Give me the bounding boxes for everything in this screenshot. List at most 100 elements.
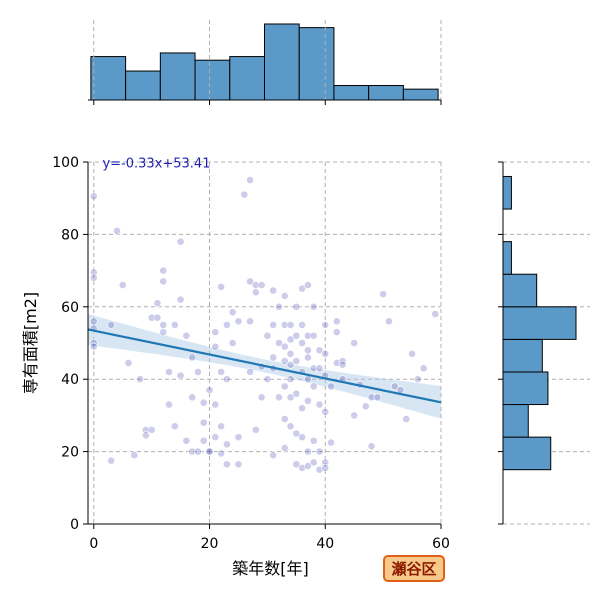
scatter-point bbox=[286, 335, 295, 344]
scatter-point bbox=[269, 320, 278, 329]
scatter-point bbox=[165, 368, 173, 376]
scatter-point bbox=[332, 328, 341, 337]
scatter-point bbox=[309, 382, 318, 391]
scatter-point bbox=[373, 393, 382, 402]
scatter-point bbox=[327, 438, 335, 447]
scatter-point bbox=[234, 460, 243, 469]
scatter-point bbox=[321, 463, 330, 472]
scatter-point bbox=[205, 386, 214, 394]
scatter-point bbox=[304, 375, 312, 384]
x-hist-bar bbox=[264, 23, 300, 101]
scatter-point bbox=[159, 320, 168, 329]
scatter-point bbox=[350, 411, 359, 420]
scatter-point bbox=[298, 404, 307, 413]
scatter-point bbox=[292, 302, 301, 311]
scatter-point bbox=[292, 389, 301, 398]
scatter-point bbox=[199, 436, 208, 445]
scatter-point bbox=[228, 339, 237, 347]
scatter-point bbox=[390, 382, 399, 391]
scatter-point bbox=[170, 422, 179, 431]
scatter-point bbox=[182, 331, 191, 340]
scatter-point bbox=[89, 342, 98, 351]
scatter-point bbox=[408, 349, 416, 358]
scatter-point bbox=[89, 273, 98, 282]
scatter-point bbox=[217, 282, 225, 291]
scatter-point bbox=[280, 415, 289, 423]
scatter-point bbox=[240, 190, 249, 199]
scatter-point bbox=[263, 331, 272, 340]
scatter-point bbox=[304, 353, 312, 362]
scatter-point bbox=[234, 317, 243, 326]
x-tick-label: 0 bbox=[89, 536, 98, 552]
scatter-point bbox=[89, 192, 98, 201]
scatter-point bbox=[280, 382, 289, 391]
scatter-point bbox=[107, 320, 116, 329]
scatter-point bbox=[304, 331, 312, 340]
scatter-point bbox=[315, 400, 324, 409]
scatter-point bbox=[286, 320, 295, 329]
scatter-point bbox=[350, 339, 359, 347]
scatter-point bbox=[304, 281, 312, 289]
scatter-point bbox=[338, 360, 347, 369]
scatter-point bbox=[222, 320, 231, 329]
x-hist-bar bbox=[298, 27, 335, 101]
x-axis-label: 築年数[年] bbox=[232, 559, 309, 578]
scatter-point bbox=[269, 451, 278, 460]
scatter-point bbox=[246, 277, 254, 286]
y-hist-bar bbox=[502, 241, 512, 275]
scatter-point bbox=[217, 449, 225, 458]
scatter-point bbox=[251, 425, 260, 434]
scatter-point bbox=[321, 320, 330, 329]
scatter-point bbox=[431, 310, 440, 318]
scatter-point bbox=[321, 458, 330, 467]
x-hist-bar bbox=[368, 85, 404, 101]
scatter-point bbox=[222, 460, 231, 469]
scatter-point bbox=[246, 368, 254, 376]
scatter-point bbox=[315, 346, 324, 355]
scatter-point bbox=[309, 364, 318, 373]
scatter-point bbox=[402, 415, 411, 423]
scatter-point bbox=[286, 422, 295, 431]
scatter-point bbox=[419, 364, 428, 373]
scatter-point bbox=[286, 375, 295, 384]
scatter-point bbox=[170, 320, 179, 329]
scatter-point bbox=[205, 447, 214, 456]
scatter-point bbox=[309, 331, 318, 340]
scatter-point bbox=[309, 436, 318, 445]
scatter-point bbox=[211, 328, 220, 337]
scatter-point bbox=[298, 284, 307, 293]
scatter-point bbox=[309, 458, 318, 467]
scatter-point bbox=[286, 349, 295, 358]
scatter-point bbox=[176, 295, 185, 304]
scatter-point bbox=[280, 342, 289, 351]
scatter-point bbox=[222, 440, 231, 449]
scatter-point bbox=[292, 331, 301, 340]
scatter-point bbox=[367, 442, 376, 451]
scatter-point bbox=[188, 353, 197, 362]
scatter-point bbox=[176, 371, 185, 380]
scatter-point bbox=[182, 436, 191, 445]
x-tick-label: 60 bbox=[432, 536, 450, 552]
scatter-point bbox=[257, 393, 266, 402]
scatter-point bbox=[159, 266, 168, 275]
scatter-point bbox=[269, 353, 278, 362]
scatter-point bbox=[332, 317, 341, 326]
scatter-point bbox=[309, 302, 318, 311]
scatter-point bbox=[298, 320, 307, 329]
scatter-point bbox=[159, 328, 168, 337]
scatter-point bbox=[118, 281, 127, 289]
scatter-point bbox=[315, 364, 324, 373]
district-badge-box bbox=[383, 555, 445, 582]
scatter-point bbox=[263, 375, 272, 384]
district-badge-label: 瀬谷区 bbox=[391, 560, 436, 578]
scatter-point bbox=[176, 237, 185, 246]
scatter-point bbox=[194, 368, 202, 376]
scatter-point bbox=[379, 290, 388, 299]
scatter-point bbox=[321, 349, 330, 358]
y-tick-label: 20 bbox=[61, 445, 79, 461]
scatter-point bbox=[280, 292, 289, 300]
scatter-point bbox=[153, 313, 162, 322]
scatter-point bbox=[217, 368, 225, 376]
